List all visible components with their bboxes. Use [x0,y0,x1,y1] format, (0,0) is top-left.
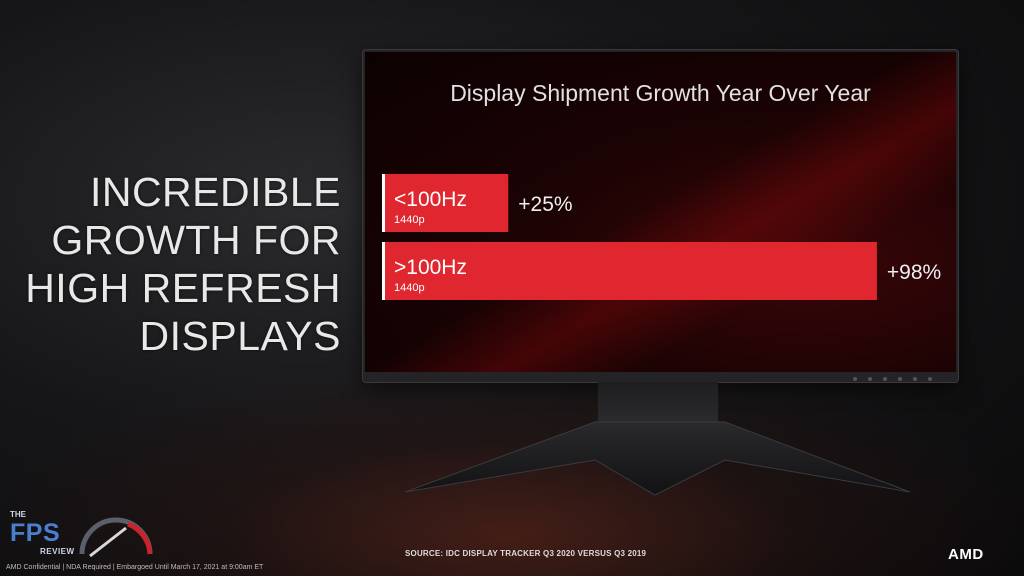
monitor-button-icon [898,377,902,381]
monitor: Display Shipment Growth Year Over Year <… [363,50,958,382]
category-sublabel: 1440p [394,214,425,226]
footer-disclaimer: AMD Confidential | NDA Required | Embarg… [6,564,264,571]
monitor-neck [598,382,718,426]
value-label: +25% [518,193,572,216]
monitor-button-icon [868,377,872,381]
category-label: >100Hz [394,256,467,279]
bar [382,242,877,300]
bar-marker [382,242,385,300]
monitor-button-icon [853,377,857,381]
fps-logo-review: REVIEW [40,547,75,556]
fps-logo-the: THE [10,510,26,519]
monitor-button-icon [883,377,887,381]
monitor-screen: Display Shipment Growth Year Over Year <… [365,52,956,372]
bar-chart: <100Hz 1440p +25% >100Hz 1440p +98% [382,174,941,300]
bar-marker [382,174,385,232]
chart-title: Display Shipment Growth Year Over Year [450,80,871,106]
monitor-button-icons [853,377,932,381]
fps-review-logo: THE FPS REVIEW [10,510,160,560]
amd-logo: AMD [948,546,984,563]
source-note: SOURCE: IDC DISPLAY TRACKER Q3 2020 VERS… [405,549,647,558]
category-label: <100Hz [394,188,467,211]
bar [382,174,509,232]
monitor-button-icon [928,377,932,381]
slide-headline: INCREDIBLE GROWTH FOR HIGH REFRESH DISPL… [25,169,341,359]
fps-logo-main: FPS [10,519,61,547]
monitor-stand [405,421,911,496]
monitor-button-icon [913,377,917,381]
category-sublabel: 1440p [394,282,425,294]
speedometer-icon [79,517,153,558]
value-label: +98% [887,261,941,284]
